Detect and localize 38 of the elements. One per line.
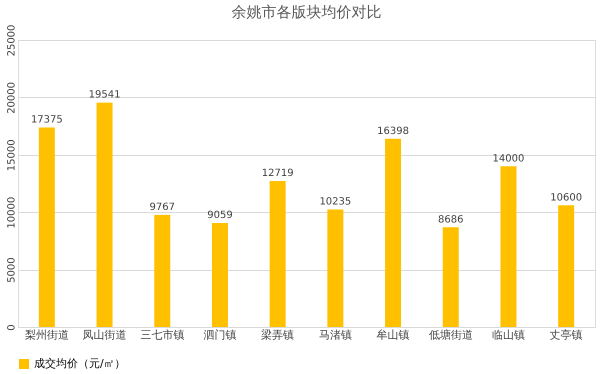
x-tick-label: 丈亭镇 — [550, 328, 583, 342]
y-tick-label: 10000 — [6, 196, 18, 229]
y-tick-label: 20000 — [6, 82, 18, 114]
data-label: 12719 — [262, 168, 294, 179]
x-tick-label: 马渚镇 — [318, 328, 352, 342]
data-label: 16398 — [377, 126, 409, 137]
x-tick-label: 梨州街道 — [24, 328, 69, 342]
y-tick-label: 25000 — [6, 24, 18, 56]
legend-label: 成交均价（元/㎡） — [34, 357, 126, 370]
bar — [385, 138, 402, 327]
bar — [38, 128, 55, 327]
data-label: 10600 — [550, 192, 582, 204]
chart-title: 余姚市各版块均价对比 — [232, 3, 382, 22]
x-tick-label: 泗门镇 — [203, 328, 236, 342]
bar — [154, 214, 170, 327]
y-tick-label: 5000 — [6, 257, 18, 283]
bar — [270, 180, 286, 327]
data-label: 10235 — [319, 196, 352, 208]
x-tick-label: 低塘街道 — [428, 328, 473, 342]
data-label: 19541 — [88, 90, 120, 101]
x-tick-label: 凤山街道 — [82, 328, 127, 342]
x-tick-label: 梁弄镇 — [261, 328, 294, 342]
bar — [442, 227, 459, 327]
bar — [500, 166, 516, 327]
x-tick-label: 牟山镇 — [376, 328, 410, 342]
bar — [327, 210, 344, 327]
data-label: 14000 — [492, 153, 524, 164]
x-tick-label: 临山镇 — [492, 328, 525, 342]
data-label: 9059 — [207, 210, 233, 222]
data-label: 8686 — [438, 214, 464, 226]
y-tick-label: 15000 — [6, 139, 18, 172]
bar — [212, 223, 228, 327]
x-tick-label: 三七市镇 — [140, 328, 184, 342]
data-label: 9767 — [150, 202, 175, 213]
y-tick-label: 0 — [6, 324, 18, 331]
data-label: 17375 — [30, 114, 63, 126]
bar — [96, 102, 113, 327]
bar — [558, 205, 574, 327]
